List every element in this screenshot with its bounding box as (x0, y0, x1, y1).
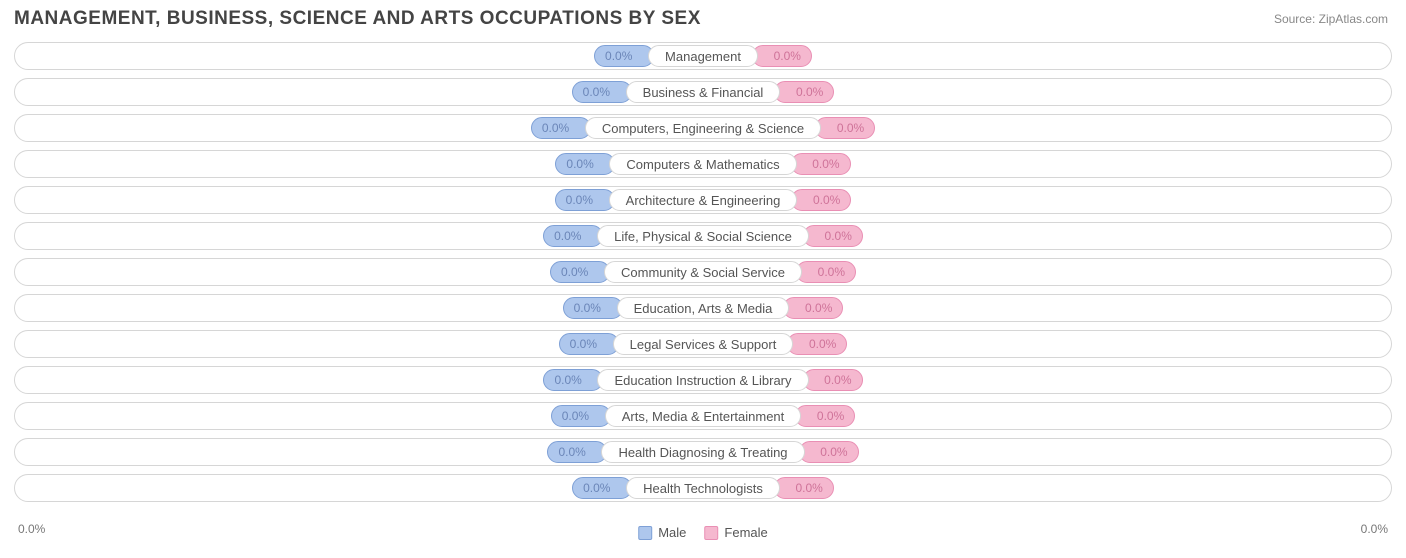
female-value: 0.0% (825, 229, 852, 243)
female-value: 0.0% (820, 445, 847, 459)
female-bar: 0.0% (774, 477, 834, 499)
female-value: 0.0% (813, 193, 840, 207)
male-value: 0.0% (583, 481, 610, 495)
category-label: Arts, Media & Entertainment (605, 405, 802, 427)
male-value: 0.0% (558, 445, 585, 459)
female-bar: 0.0% (803, 369, 863, 391)
female-bar: 0.0% (803, 225, 863, 247)
male-value: 0.0% (562, 409, 589, 423)
male-bar: 0.0% (594, 45, 654, 67)
male-bar: 0.0% (551, 405, 611, 427)
chart-row: 0.0% Business & Financial 0.0% (14, 78, 1392, 106)
source-label: Source: (1274, 12, 1315, 26)
category-label: Health Diagnosing & Treating (601, 441, 804, 463)
category-label: Computers & Mathematics (609, 153, 796, 175)
legend-swatch (704, 526, 718, 540)
legend-swatch (638, 526, 652, 540)
male-bar: 0.0% (543, 225, 603, 247)
category-label: Health Technologists (626, 477, 780, 499)
male-value: 0.0% (554, 229, 581, 243)
chart-row: 0.0% Education, Arts & Media 0.0% (14, 294, 1392, 322)
category-label: Computers, Engineering & Science (585, 117, 821, 139)
male-value: 0.0% (566, 157, 593, 171)
male-bar: 0.0% (572, 81, 632, 103)
female-bar: 0.0% (799, 441, 859, 463)
category-label: Education, Arts & Media (617, 297, 790, 319)
female-bar: 0.0% (791, 189, 851, 211)
chart-row: 0.0% Education Instruction & Library 0.0% (14, 366, 1392, 394)
chart-row: 0.0% Community & Social Service 0.0% (14, 258, 1392, 286)
source-attribution: Source: ZipAtlas.com (1274, 12, 1388, 26)
male-bar: 0.0% (550, 261, 610, 283)
category-label: Architecture & Engineering (609, 189, 798, 211)
female-bar: 0.0% (783, 297, 843, 319)
female-value: 0.0% (812, 157, 839, 171)
chart-row: 0.0% Architecture & Engineering 0.0% (14, 186, 1392, 214)
axis-right-label: 0.0% (1361, 522, 1388, 536)
male-bar: 0.0% (563, 297, 623, 319)
chart-row: 0.0% Health Diagnosing & Treating 0.0% (14, 438, 1392, 466)
female-value: 0.0% (837, 121, 864, 135)
chart-title: MANAGEMENT, BUSINESS, SCIENCE AND ARTS O… (14, 8, 701, 30)
female-bar: 0.0% (787, 333, 847, 355)
male-bar: 0.0% (531, 117, 591, 139)
female-value: 0.0% (796, 85, 823, 99)
source-value: ZipAtlas.com (1319, 12, 1388, 26)
female-value: 0.0% (817, 409, 844, 423)
legend: Male Female (638, 525, 768, 540)
male-value: 0.0% (566, 193, 593, 207)
category-label: Management (648, 45, 758, 67)
male-bar: 0.0% (555, 153, 615, 175)
legend-label: Male (658, 525, 686, 540)
chart-row: 0.0% Health Technologists 0.0% (14, 474, 1392, 502)
axis-left-label: 0.0% (18, 522, 45, 536)
female-bar: 0.0% (791, 153, 851, 175)
category-label: Life, Physical & Social Science (597, 225, 809, 247)
male-value: 0.0% (542, 121, 569, 135)
male-value: 0.0% (561, 265, 588, 279)
chart-row: 0.0% Arts, Media & Entertainment 0.0% (14, 402, 1392, 430)
female-value: 0.0% (774, 49, 801, 63)
male-value: 0.0% (570, 337, 597, 351)
male-bar: 0.0% (559, 333, 619, 355)
female-value: 0.0% (809, 337, 836, 351)
female-bar: 0.0% (815, 117, 875, 139)
male-value: 0.0% (554, 373, 581, 387)
male-bar: 0.0% (572, 477, 632, 499)
female-bar: 0.0% (774, 81, 834, 103)
category-label: Education Instruction & Library (597, 369, 808, 391)
category-label: Legal Services & Support (613, 333, 794, 355)
male-value: 0.0% (574, 301, 601, 315)
male-bar: 0.0% (547, 441, 607, 463)
male-value: 0.0% (605, 49, 632, 63)
female-value: 0.0% (824, 373, 851, 387)
legend-item: Female (704, 525, 767, 540)
female-value: 0.0% (805, 301, 832, 315)
chart-area: 0.0% Management 0.0% 0.0% Business & Financi… (14, 42, 1392, 518)
male-bar: 0.0% (543, 369, 603, 391)
chart-row: 0.0% Legal Services & Support 0.0% (14, 330, 1392, 358)
chart-row: 0.0% Computers, Engineering & Science 0.0% (14, 114, 1392, 142)
female-bar: 0.0% (796, 261, 856, 283)
category-label: Business & Financial (626, 81, 781, 103)
male-bar: 0.0% (555, 189, 615, 211)
female-value: 0.0% (818, 265, 845, 279)
chart-row: 0.0% Computers & Mathematics 0.0% (14, 150, 1392, 178)
chart-row: 0.0% Management 0.0% (14, 42, 1392, 70)
female-bar: 0.0% (752, 45, 812, 67)
chart-row: 0.0% Life, Physical & Social Science 0.0% (14, 222, 1392, 250)
legend-label: Female (724, 525, 767, 540)
male-value: 0.0% (583, 85, 610, 99)
legend-item: Male (638, 525, 686, 540)
category-label: Community & Social Service (604, 261, 802, 283)
female-value: 0.0% (796, 481, 823, 495)
female-bar: 0.0% (795, 405, 855, 427)
